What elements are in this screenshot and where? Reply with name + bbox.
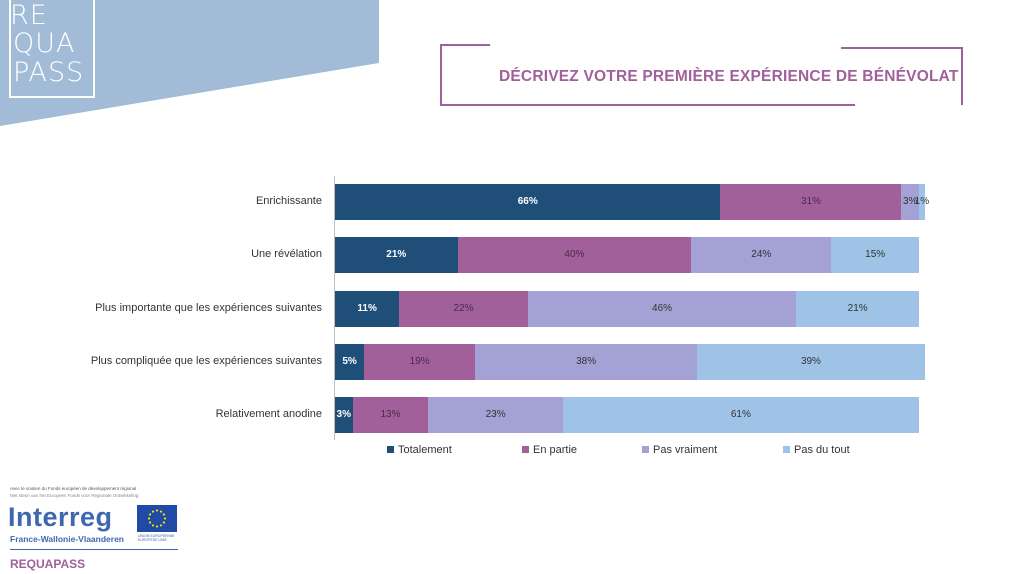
project-name: REQUAPASS [10, 557, 86, 571]
eu-label-fr: UNION EUROPÉENNE [138, 534, 175, 538]
data-label: 13% [380, 409, 401, 420]
legend-label: Pas vraiment [653, 444, 718, 456]
data-label: 3% [903, 196, 918, 207]
data-label: 21% [847, 303, 868, 314]
category-axis-line [334, 176, 335, 440]
bar-segment [364, 344, 476, 380]
legend-label: En partie [533, 444, 578, 456]
bar-segment [335, 344, 365, 380]
bar-segment [562, 397, 919, 433]
data-label: 22% [453, 303, 474, 314]
bar-segment [335, 237, 458, 273]
logo-line-1: RE [10, 0, 48, 31]
support-line-fr: Avec le soutien du Fonds européen de dév… [10, 486, 137, 491]
requapass-logo: RE QUA PASS [9, 0, 95, 98]
bar-segment [335, 291, 400, 327]
data-label: 1% [914, 196, 930, 207]
data-label: 23% [485, 409, 506, 420]
data-label: 39% [800, 356, 821, 367]
data-label: 3% [336, 409, 351, 420]
eu-label: UNION EUROPÉENNE EUROPESE UNIE [138, 534, 175, 542]
data-label: 5% [342, 356, 357, 367]
data-label: 66% [517, 196, 538, 207]
data-label: 46% [652, 303, 673, 314]
data-label: 61% [730, 409, 751, 420]
program-region: France-Wallonie-Vlaanderen [10, 534, 124, 544]
bar-segment [428, 397, 563, 433]
interreg-logo-text: Interreg [8, 502, 113, 532]
bar-segment [475, 344, 698, 380]
logo-line-2: QUA [13, 28, 76, 59]
legend-item: En partie [522, 444, 577, 456]
category-label: Relativement anodine [215, 408, 322, 420]
bar-segment [352, 397, 429, 433]
data-label: 15% [865, 249, 886, 260]
legend-label: Totalement [398, 444, 452, 456]
legend-swatch [522, 445, 529, 453]
legend-item: Pas vraiment [642, 444, 717, 456]
support-line-nl: Met steun van het Europees Fonds voor Re… [10, 493, 139, 498]
data-label: 38% [576, 356, 597, 367]
data-label: 11% [357, 303, 377, 314]
data-label: 19% [409, 356, 430, 367]
legend-swatch [387, 445, 394, 453]
bar-segment [697, 344, 925, 380]
bar-segment [399, 291, 528, 327]
category-label: Plus importante que les expériences suiv… [95, 302, 322, 314]
legend-swatch [642, 445, 649, 453]
bar-segment [335, 184, 721, 220]
bar-segment [691, 237, 832, 273]
legend-label: Pas du tout [794, 444, 850, 456]
eu-flag-icon [137, 505, 177, 532]
legend-item: Totalement [387, 444, 452, 456]
bar-segment [901, 184, 919, 220]
bar-segment [720, 184, 902, 220]
category-label: Enrichissante [255, 195, 322, 207]
category-label: Une révélation [251, 248, 322, 260]
data-label: 24% [751, 249, 772, 260]
eu-label-nl: EUROPESE UNIE [138, 538, 167, 542]
category-label: Plus compliquée que les expériences suiv… [90, 355, 322, 367]
legend-swatch [783, 445, 790, 453]
bar-segment [796, 291, 919, 327]
data-label: 40% [564, 249, 585, 260]
data-label: 21% [386, 249, 407, 260]
legend-item: Pas du tout [783, 444, 850, 456]
footer-divider [10, 549, 178, 550]
title-frame [440, 44, 963, 106]
data-label: 31% [800, 196, 821, 207]
logo-line-3: PASS [13, 57, 85, 88]
bar-segment [457, 237, 692, 273]
bar-segment [919, 184, 925, 220]
bar-segment [831, 237, 919, 273]
bar-segment [335, 397, 353, 433]
bar-segment [527, 291, 797, 327]
chart-title: DÉCRIVEZ VOTRE PREMIÈRE EXPÉRIENCE DE BÉ… [499, 68, 959, 85]
